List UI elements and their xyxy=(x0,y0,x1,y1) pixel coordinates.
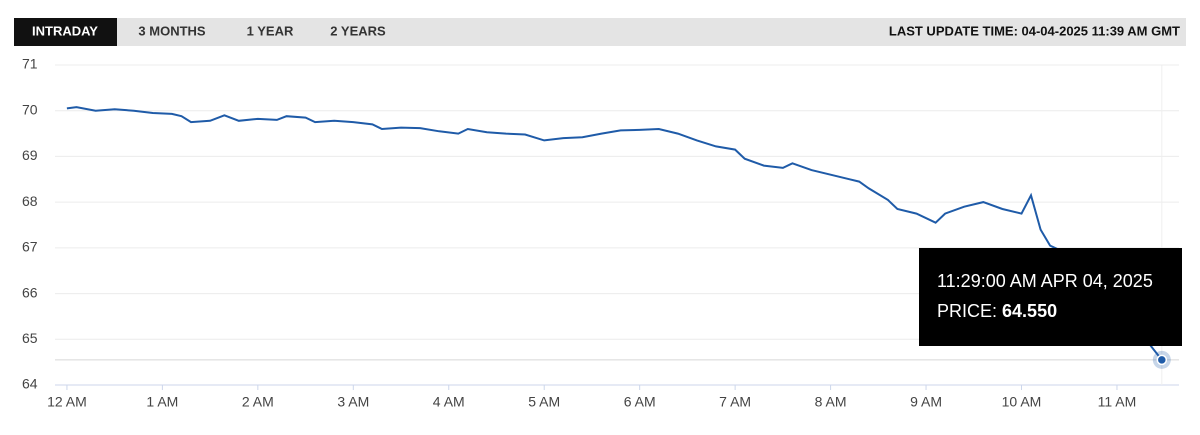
x-tick-label: 11 AM xyxy=(1098,394,1137,410)
x-tick-label: 5 AM xyxy=(528,394,560,410)
point xyxy=(1156,354,1168,366)
tooltip-time: 11:29:00 AM APR 04, 2025 xyxy=(937,271,1153,291)
x-tick-label: 8 AM xyxy=(815,394,847,410)
tab[interactable]: INTRADAY xyxy=(32,23,98,38)
x-tick-label: 2 AM xyxy=(242,394,274,410)
y-tick-label: 64 xyxy=(22,376,38,392)
tab[interactable]: 2 YEARS xyxy=(330,23,386,38)
x-tick-label: 9 AM xyxy=(910,394,942,410)
x-tick-label: 1 AM xyxy=(146,394,178,410)
tooltip-box xyxy=(919,248,1182,346)
x-tick-label: 6 AM xyxy=(624,394,656,410)
tooltip-price-value: 64.550 xyxy=(1002,301,1057,321)
price-line xyxy=(66,106,1163,361)
y-tick-label: 70 xyxy=(22,101,38,117)
y-tick-label: 69 xyxy=(22,147,38,163)
x-tick-label: 3 AM xyxy=(337,394,369,410)
x-tick-label: 10 AM xyxy=(1002,394,1042,410)
tooltip: 11:29:00 AM APR 04, 2025 PRICE: 64.550 xyxy=(919,248,1182,346)
active-tab-bg xyxy=(14,18,117,46)
tab[interactable]: 1 YEAR xyxy=(247,23,294,38)
x-tick-label: 12 AM xyxy=(47,394,87,410)
y-tick-label: 66 xyxy=(22,284,38,300)
y-tick-label: 71 xyxy=(22,56,38,72)
y-tick-label: 68 xyxy=(22,193,38,209)
tooltip-price: PRICE: 64.550 xyxy=(937,301,1057,321)
y-tick-label: 65 xyxy=(22,330,38,346)
tab-bar xyxy=(14,18,1186,46)
tooltip-price-label: PRICE: xyxy=(937,301,997,321)
x-tick-label: 7 AM xyxy=(719,394,751,410)
y-tick-label: 67 xyxy=(22,239,38,255)
last-update: LAST UPDATE TIME: 04-04-2025 11:39 AM GM… xyxy=(889,23,1180,38)
plot-area: 64 65 66 67 68 69 70 71 12 AM 1 AM 2 AM 3 AM 4 AM 5 A… xyxy=(22,56,1179,410)
tab[interactable]: 3 MONTHS xyxy=(138,23,206,38)
x-tick-label: 4 AM xyxy=(433,394,465,410)
